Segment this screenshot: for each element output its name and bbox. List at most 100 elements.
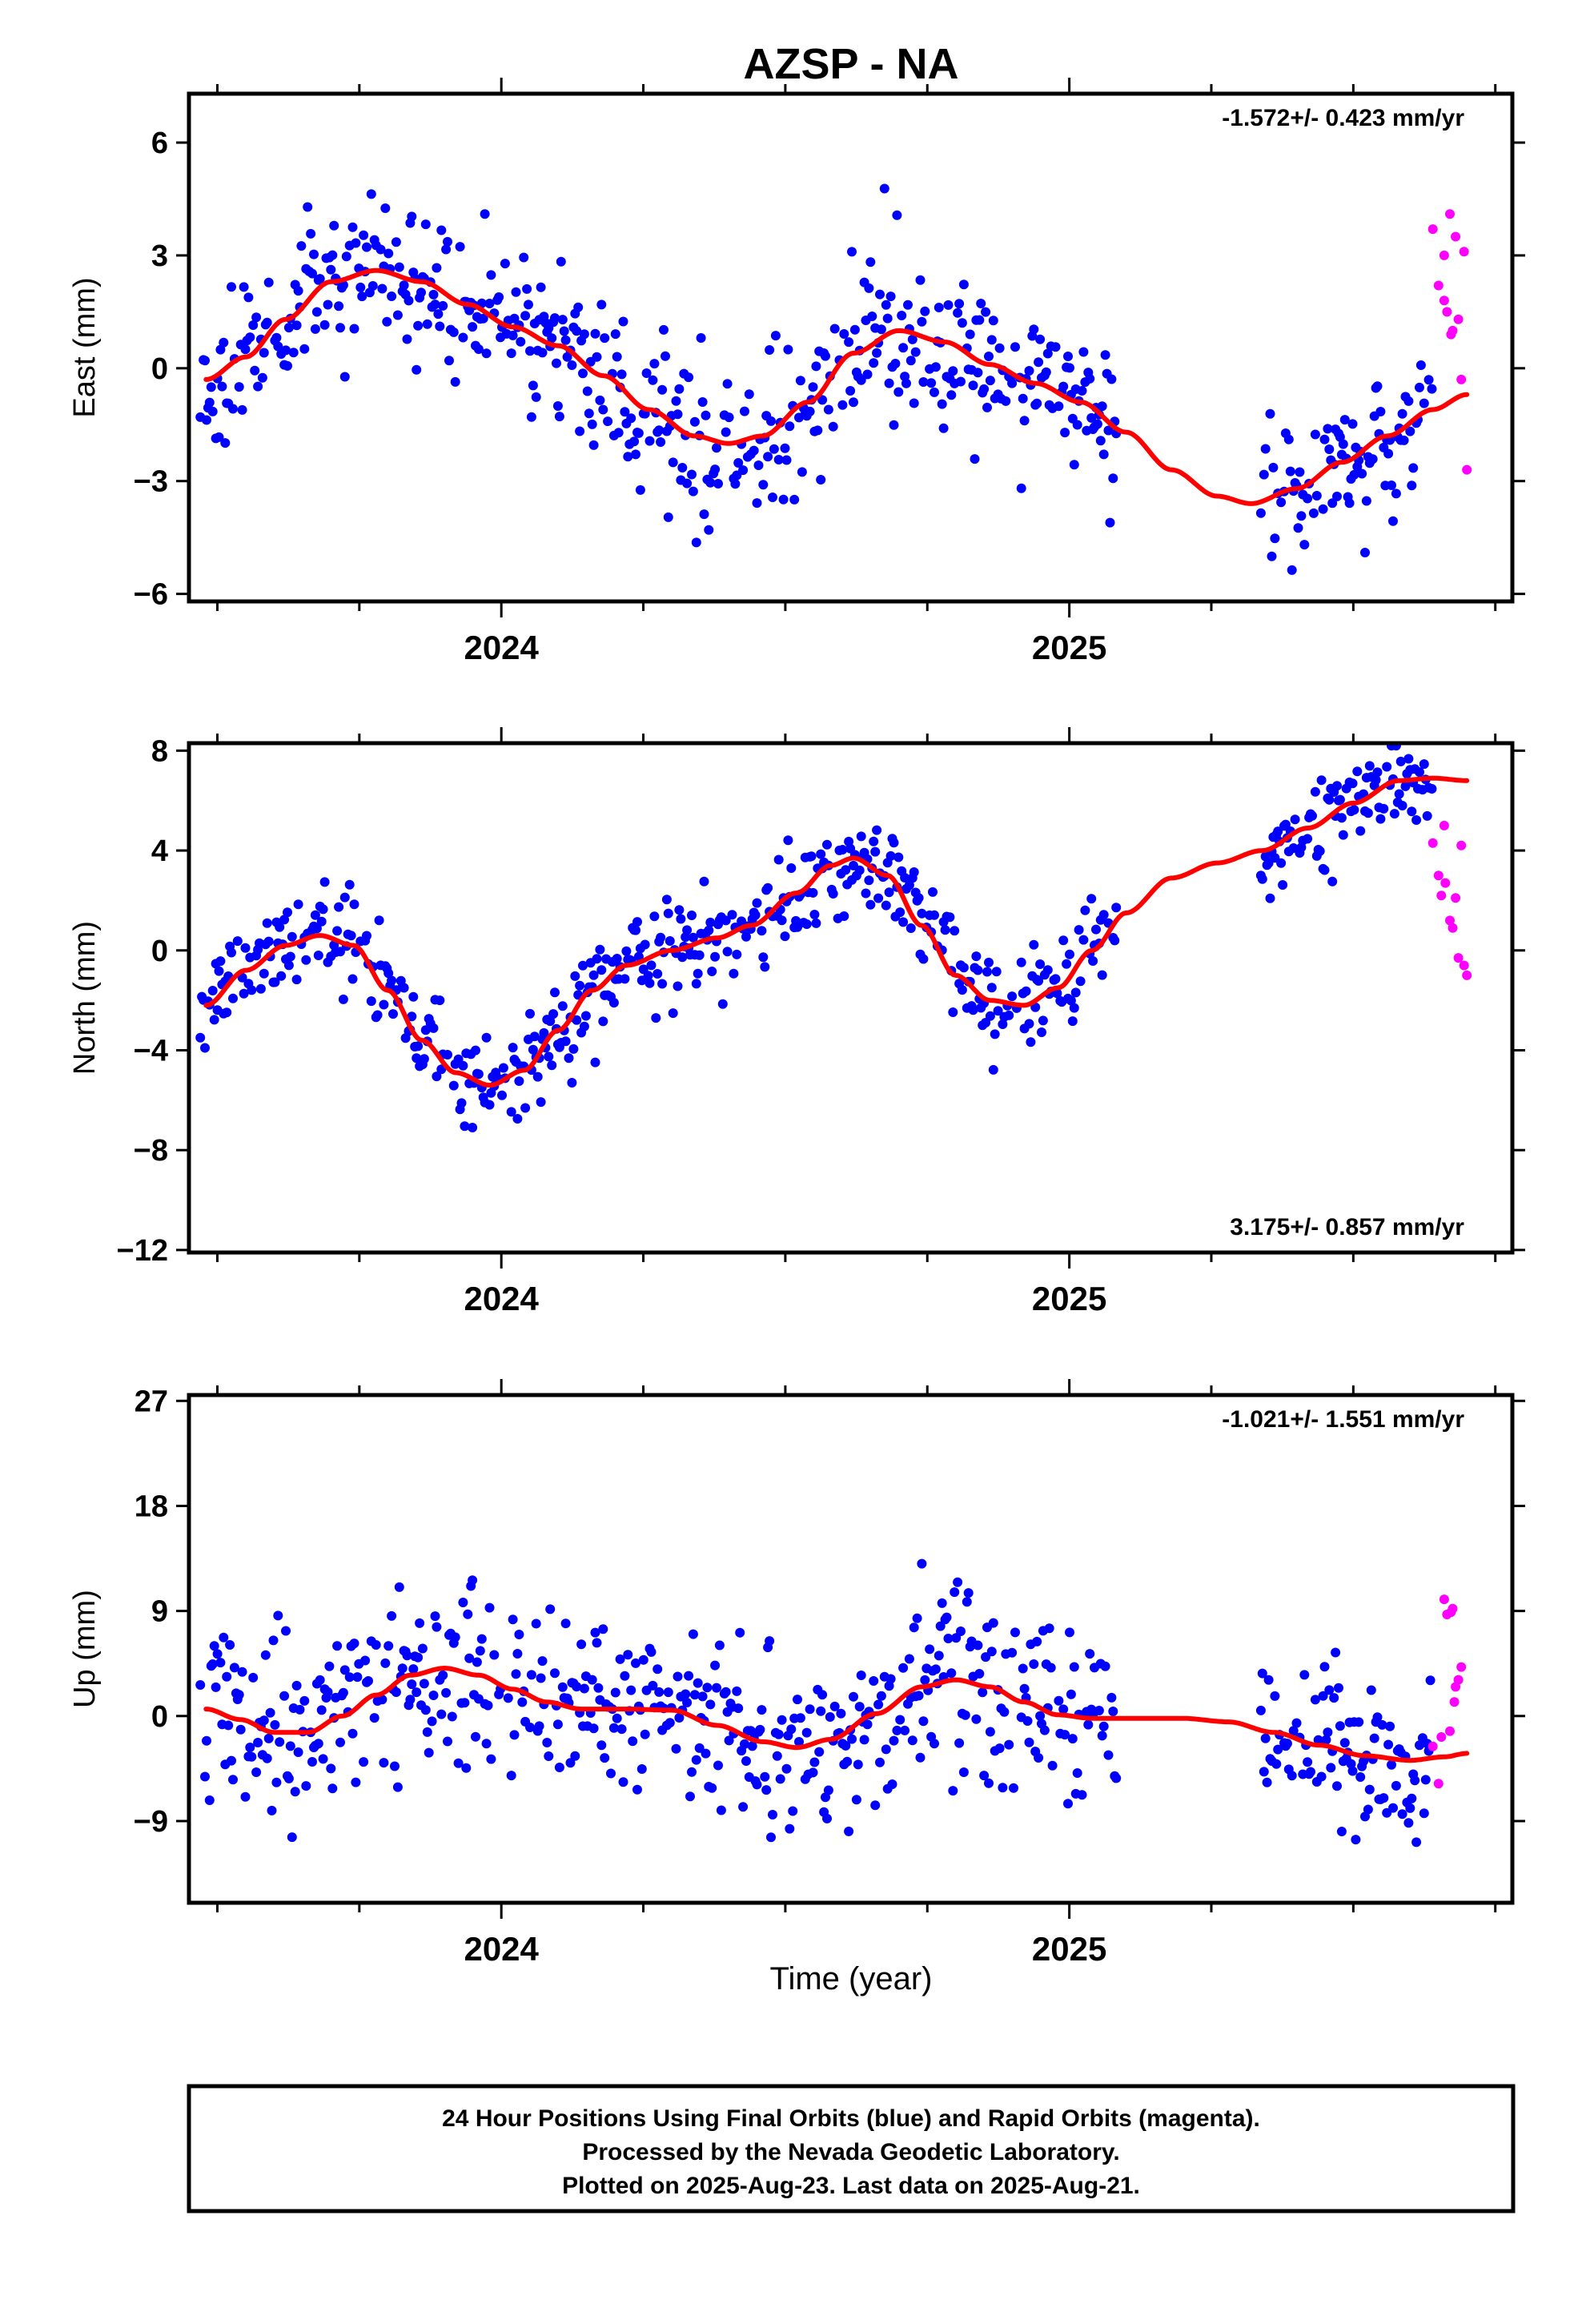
final-orbit-point [948,1786,958,1796]
y-tick-label: 4 [151,834,168,868]
final-orbit-point [917,908,927,919]
final-orbit-point [610,329,620,340]
final-orbit-point [1315,846,1325,856]
final-orbit-point [677,952,688,963]
final-orbit-point [347,222,358,232]
final-orbit-point [808,1767,818,1778]
final-orbit-point [1361,496,1371,506]
final-orbit-point [889,1735,899,1746]
final-orbit-point [271,332,282,343]
final-orbit-point [251,312,262,323]
rapid-orbit-point [1453,314,1464,324]
final-orbit-point [349,899,359,910]
final-orbit-point [1016,957,1026,967]
final-orbit-point [547,333,557,344]
x-tick-label: 2024 [464,1280,539,1317]
final-orbit-point [1347,778,1358,789]
final-orbit-point [1270,1691,1280,1701]
final-orbit-point [671,396,681,406]
final-orbit-point [1007,378,1018,388]
final-orbit-point [937,399,947,409]
final-orbit-point [450,376,460,387]
final-orbit-point [979,1771,990,1781]
final-orbit-point [867,312,877,321]
final-orbit-point [687,469,697,480]
rapid-orbit-point [1449,1697,1460,1707]
rapid-orbit-point [1445,1726,1455,1736]
final-orbit-point [1369,1733,1379,1743]
final-orbit-point [1060,428,1070,438]
final-orbit-point [616,1724,627,1735]
final-orbit-point [391,1687,401,1697]
final-orbit-point [582,386,592,396]
final-orbit-point [875,289,885,300]
final-orbit-point [775,1774,785,1784]
final-orbit-point [259,968,269,979]
rapid-orbit-point [1453,953,1464,963]
final-orbit-point [508,330,518,340]
final-orbit-point [299,1695,310,1706]
y-tick-label: −12 [117,1234,168,1268]
final-orbit-point [200,1043,210,1053]
final-orbit-point [958,279,969,290]
final-orbit-point [752,898,762,908]
final-orbit-point [382,316,392,327]
final-orbit-point [567,1078,577,1088]
final-orbit-point [332,1641,343,1651]
final-orbit-point [536,1673,546,1683]
final-orbit-point [486,1754,496,1764]
final-orbit-point [750,910,761,920]
final-orbit-point [953,308,963,318]
final-orbit-point [984,352,994,361]
final-orbit-point [245,1743,255,1752]
final-orbit-point [893,852,904,862]
final-orbit-point [618,1777,628,1787]
final-orbit-point [1299,1670,1310,1680]
final-orbit-point [892,210,902,220]
final-orbit-point [1383,448,1394,459]
final-orbit-point [251,1767,262,1777]
final-orbit-point [432,1622,442,1632]
final-orbit-point [953,1577,963,1587]
final-orbit-point [1339,415,1350,425]
final-orbit-point [928,887,938,897]
final-orbit-point [981,307,991,317]
final-orbit-point [390,1761,400,1771]
final-orbit-point [1037,1027,1046,1037]
final-orbit-point [542,1738,552,1747]
final-orbit-point [347,1728,358,1739]
final-orbit-point [772,1751,782,1761]
final-orbit-point [486,270,496,280]
final-orbit-point [413,1652,424,1663]
final-orbit-point [441,244,452,255]
final-orbit-point [554,412,564,422]
final-orbit-point [287,931,297,942]
final-orbit-point [741,1756,751,1766]
final-orbit-point [283,360,292,371]
final-orbit-point [823,404,833,415]
final-orbit-point [875,1757,885,1767]
final-orbit-point [588,440,599,450]
final-orbit-point [441,1687,452,1698]
final-orbit-point [1263,1675,1274,1685]
final-orbit-point [480,209,490,219]
final-orbit-point [508,1043,518,1053]
final-orbit-point [1041,367,1051,377]
final-orbit-point [753,460,764,470]
final-orbit-point [600,333,610,344]
final-orbit-point [1407,480,1417,491]
final-orbit-point [976,299,986,308]
final-orbit-point [615,1654,625,1664]
y-tick-label: 0 [151,1700,168,1734]
final-orbit-point [1098,449,1109,460]
final-orbit-point [552,358,561,368]
final-orbit-point [973,1640,983,1651]
final-orbit-point [234,382,244,392]
final-orbit-point [674,1713,685,1723]
final-orbit-point [1379,803,1389,814]
rapid-orbit-points [1427,820,1472,980]
y-axis-label: North (mm) [68,921,102,1075]
final-orbit-point [1310,1695,1320,1705]
final-orbit-point [1085,1649,1095,1659]
final-orbit-point [1108,1707,1118,1716]
